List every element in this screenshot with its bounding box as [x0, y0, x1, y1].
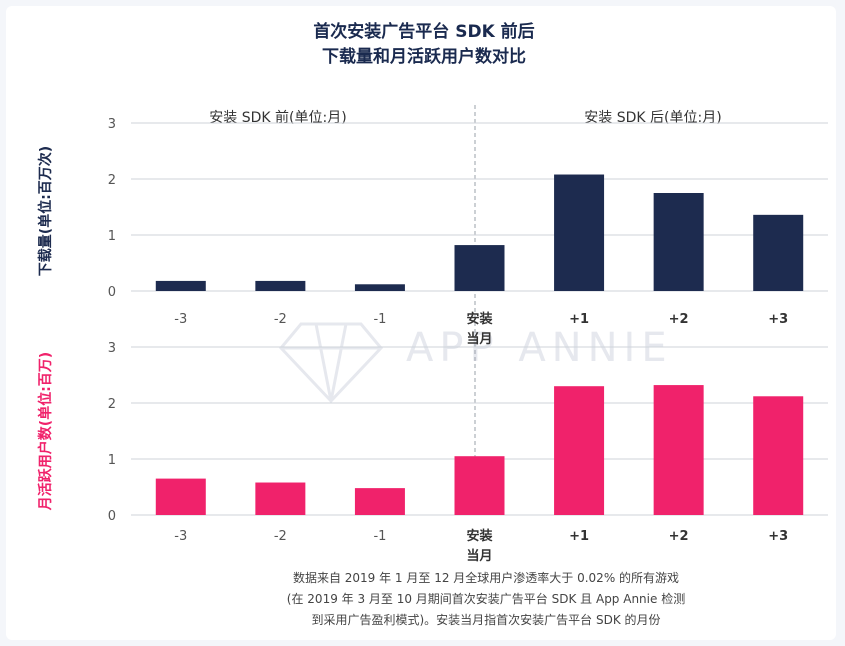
- footnote-line-1: 数据来自 2019 年 1 月至 12 月全球用户渗透率大于 0.02% 的所有…: [293, 570, 679, 585]
- bar: [554, 386, 605, 515]
- footnote-line-2: (在 2019 年 3 月至 10 月期间首次安装广告平台 SDK 且 App …: [287, 591, 685, 606]
- watermark-diamond-icon: [278, 322, 384, 404]
- y-tick-label: 1: [108, 453, 116, 468]
- x-tick-label: -1: [373, 529, 386, 544]
- y-tick-label: 3: [108, 117, 116, 132]
- y-tick-label: 0: [108, 509, 116, 524]
- section-after-label: 安装 SDK 后(单位:月): [584, 110, 721, 126]
- y-tick-label: 0: [108, 285, 116, 300]
- x-tick-label: 当月: [466, 548, 492, 564]
- bar: [554, 174, 605, 291]
- y-tick-label: 2: [108, 397, 116, 412]
- bar: [155, 478, 206, 515]
- x-tick-label: -2: [274, 529, 287, 544]
- mau-y-axis-label: 月活跃用户数(单位:百万): [37, 352, 54, 511]
- x-tick-label: +2: [669, 312, 689, 327]
- x-tick-label: -2: [274, 312, 287, 327]
- x-tick-label: +3: [768, 529, 788, 544]
- chart-svg: APP ANNIE 首次安装广告平台 SDK 前后 下载量和月活跃用户数对比 安…: [37, 21, 828, 627]
- bar: [753, 396, 804, 515]
- x-tick-label: +1: [569, 312, 589, 327]
- bar: [454, 245, 505, 291]
- downloads-y-axis-label: 下载量(单位:百万次): [37, 146, 54, 276]
- chart-title-line-2: 下载量和月活跃用户数对比: [322, 46, 526, 67]
- y-tick-label: 3: [108, 341, 116, 356]
- bar: [354, 488, 405, 515]
- x-tick-label: +3: [768, 312, 788, 327]
- bar: [653, 193, 704, 291]
- x-tick-label: -3: [174, 529, 187, 544]
- x-tick-label: -3: [174, 312, 187, 327]
- x-tick-label: -1: [373, 312, 386, 327]
- x-tick-label: +2: [669, 529, 689, 544]
- x-tick-label: 安装: [466, 311, 492, 327]
- bar: [255, 280, 306, 291]
- bar: [255, 482, 306, 515]
- y-tick-label: 1: [108, 229, 116, 244]
- bar: [653, 385, 704, 515]
- chart-card: APP ANNIE 首次安装广告平台 SDK 前后 下载量和月活跃用户数对比 安…: [6, 6, 836, 640]
- bar: [354, 284, 405, 291]
- bar: [454, 456, 505, 515]
- section-before-label: 安装 SDK 前(单位:月): [209, 109, 346, 126]
- x-tick-label: 当月: [466, 331, 492, 347]
- y-tick-label: 2: [108, 173, 116, 188]
- mau-bar-panel: 0 1 2 3 -3 -2 -1 安装当月 +1 +2 +3: [108, 341, 828, 564]
- x-tick-label: +1: [569, 529, 589, 544]
- bar: [753, 214, 804, 291]
- footnote-line-3: 到采用广告盈利模式)。安装当月指首次安装广告平台 SDK 的月份: [311, 612, 660, 627]
- x-tick-label: 安装: [466, 528, 492, 544]
- downloads-bar-panel: 0 1 2 3 -3 -2 -1 安装当月 +1 +2 +3: [108, 117, 828, 347]
- chart-title-line-1: 首次安装广告平台 SDK 前后: [313, 21, 534, 42]
- watermark: APP ANNIE: [406, 325, 673, 371]
- bar: [155, 280, 206, 291]
